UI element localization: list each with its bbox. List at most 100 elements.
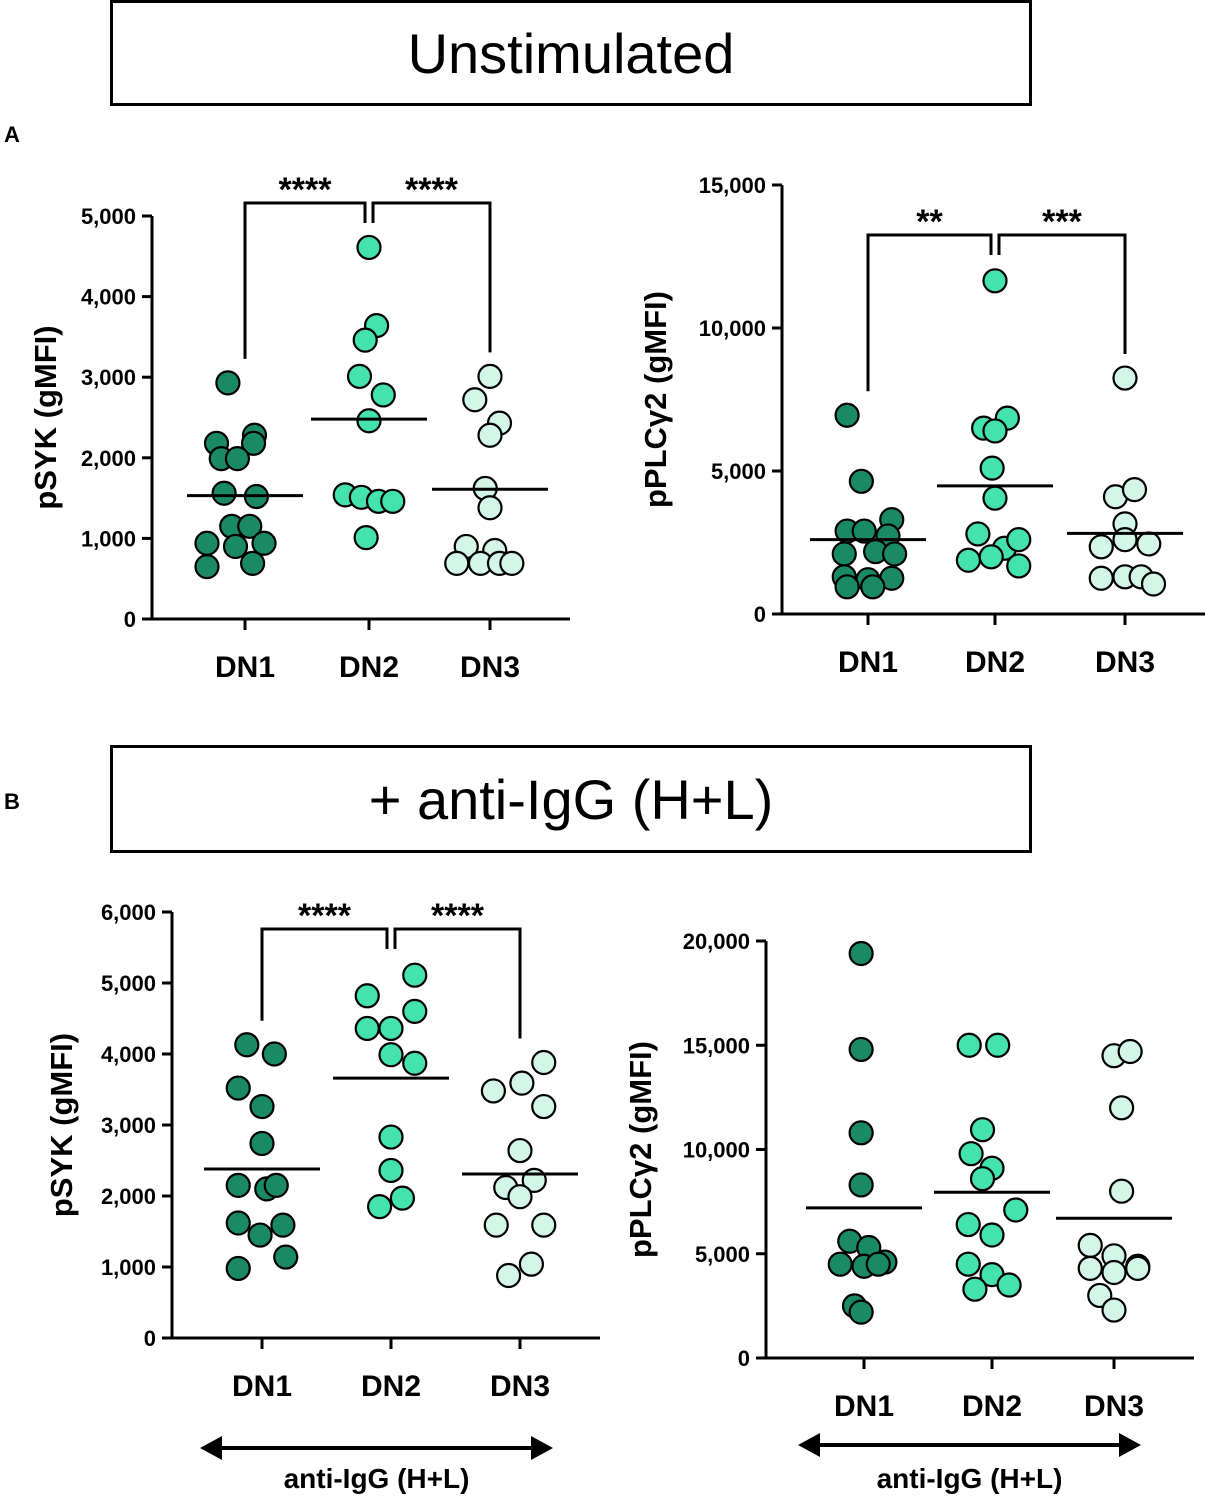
data-point-dn1 xyxy=(225,1172,251,1198)
data-point-dn1 xyxy=(831,541,857,567)
data-point-dn3 xyxy=(1088,534,1114,560)
y-axis-label: pSYK (gMFI) xyxy=(28,325,63,509)
data-point-dn1 xyxy=(848,1172,874,1198)
data-point-dn1 xyxy=(234,1032,260,1058)
significance-bracket xyxy=(866,233,993,392)
data-point-dn2 xyxy=(1003,1197,1029,1223)
data-point-dn1 xyxy=(263,1172,289,1198)
data-point-dn1 xyxy=(860,574,886,600)
data-point-dn2 xyxy=(380,488,406,514)
data-point-dn3 xyxy=(477,422,503,448)
data-point-dn1 xyxy=(224,446,250,472)
data-point-dn3 xyxy=(1088,565,1114,591)
data-point-dn3 xyxy=(1112,365,1138,391)
data-point-dn3 xyxy=(518,1251,545,1277)
data-point-dn3 xyxy=(531,1049,557,1076)
arrow-head-left xyxy=(798,1433,820,1457)
y-tick-label: 5,000 xyxy=(81,204,136,229)
data-point-dn3 xyxy=(496,1262,522,1289)
data-point-dn1 xyxy=(251,530,277,556)
significance-bracket xyxy=(393,927,522,1039)
chart-b-left: 0 1,000 2,000 3,000 4,000 5,000 6,000 pSYK (gMF… xyxy=(44,897,600,1494)
data-point-dn2 xyxy=(354,1015,380,1042)
data-point-dn1 xyxy=(848,940,874,967)
data-point-dn1 xyxy=(215,370,241,396)
significance-label: **** xyxy=(405,171,459,209)
x-tick-label-dn2: DN2 xyxy=(965,646,1025,679)
data-point-dn3 xyxy=(499,550,525,576)
data-point-dn1 xyxy=(194,554,220,580)
data-point-dn1 xyxy=(834,574,860,600)
data-point-dn3 xyxy=(444,550,470,576)
panel-label-a: A xyxy=(4,122,20,147)
data-point-dn1 xyxy=(225,1075,251,1101)
data-point-dn2 xyxy=(346,363,373,389)
data-point-dn1 xyxy=(249,1130,275,1157)
significance-label: *** xyxy=(1042,203,1082,241)
data-point-dn1 xyxy=(225,1210,251,1236)
data-point-dn1 xyxy=(261,1041,287,1067)
x-tick-label-dn1: DN1 xyxy=(838,646,898,679)
significance-label: **** xyxy=(431,897,485,935)
data-point-dn2 xyxy=(402,1050,428,1076)
arrow-head-right xyxy=(1119,1433,1141,1457)
data-point-dn3 xyxy=(507,1137,533,1164)
header-box-unstimulated: Unstimulated xyxy=(110,0,1032,106)
data-point-dn2 xyxy=(982,485,1008,511)
y-axis-label: pPLCγ2 (gMFI) xyxy=(638,291,673,508)
data-point-dn2 xyxy=(1006,553,1032,579)
y-tick-label: 1,000 xyxy=(81,526,136,551)
y-tick-label: 6,000 xyxy=(101,900,156,925)
data-point-dn2 xyxy=(378,1124,404,1150)
data-point-dn2 xyxy=(1006,527,1032,553)
data-point-dn1 xyxy=(211,480,237,506)
data-point-dn3 xyxy=(483,1212,509,1238)
y-tick-label: 0 xyxy=(144,1326,156,1351)
x-tick-label-dn1: DN1 xyxy=(215,651,275,684)
data-point-dn1 xyxy=(834,402,860,428)
y-tick-label: 2,000 xyxy=(101,1184,156,1209)
x-tick-label-dn1: DN1 xyxy=(232,1370,292,1403)
data-point-dn1 xyxy=(848,1299,874,1325)
data-point-dn1 xyxy=(881,541,908,567)
y-axis-label: pPLCγ2 (gMFI) xyxy=(623,1041,658,1258)
x-tick-label-dn2: DN2 xyxy=(962,1390,1022,1423)
data-point-dn1 xyxy=(222,533,249,560)
x-tick-label-dn2: DN2 xyxy=(361,1370,421,1403)
y-tick-label: 5,000 xyxy=(695,1242,750,1267)
y-axis-label: pSYK (gMFI) xyxy=(44,1033,79,1217)
arrow-head-right xyxy=(531,1436,553,1460)
header-box-anti-igg: + anti-IgG (H+L) xyxy=(110,745,1032,853)
data-point-dn3 xyxy=(1121,476,1148,503)
data-point-dn2 xyxy=(955,1211,981,1238)
data-point-dn1 xyxy=(273,1244,299,1270)
data-point-dn3 xyxy=(1136,531,1162,557)
y-tick-label: 10,000 xyxy=(699,316,766,341)
x-tick-label-dn3: DN3 xyxy=(1084,1390,1144,1423)
data-point-dn3 xyxy=(1077,1255,1103,1281)
y-tick-label: 1,000 xyxy=(101,1255,156,1280)
y-tick-label: 15,000 xyxy=(699,173,766,198)
data-point-dn2 xyxy=(958,1141,984,1167)
data-point-dn1 xyxy=(851,518,877,544)
data-point-dn2 xyxy=(378,1042,404,1068)
y-tick-label: 4,000 xyxy=(81,285,136,310)
data-point-dn2 xyxy=(389,1185,415,1211)
data-point-dn2 xyxy=(962,1276,988,1302)
y-tick-label: 2,000 xyxy=(81,446,136,471)
y-tick-label: 15,000 xyxy=(683,1033,750,1058)
data-point-dn2 xyxy=(982,268,1008,294)
arrow-label: anti-IgG (H+L) xyxy=(877,1463,1063,1494)
panel-label-b: B xyxy=(4,789,20,814)
x-tick-label-dn3: DN3 xyxy=(1095,646,1155,679)
data-point-dn2 xyxy=(979,1222,1005,1248)
data-point-dn3 xyxy=(1101,1259,1127,1286)
data-point-dn1 xyxy=(270,1212,296,1238)
data-point-dn2 xyxy=(955,1251,981,1277)
data-point-dn2 xyxy=(985,1032,1011,1058)
data-point-dn1 xyxy=(865,1251,891,1277)
y-tick-label: 0 xyxy=(754,602,766,627)
y-tick-label: 3,000 xyxy=(81,365,136,390)
data-point-dn2 xyxy=(969,1166,996,1192)
data-point-dn2 xyxy=(969,1117,996,1143)
